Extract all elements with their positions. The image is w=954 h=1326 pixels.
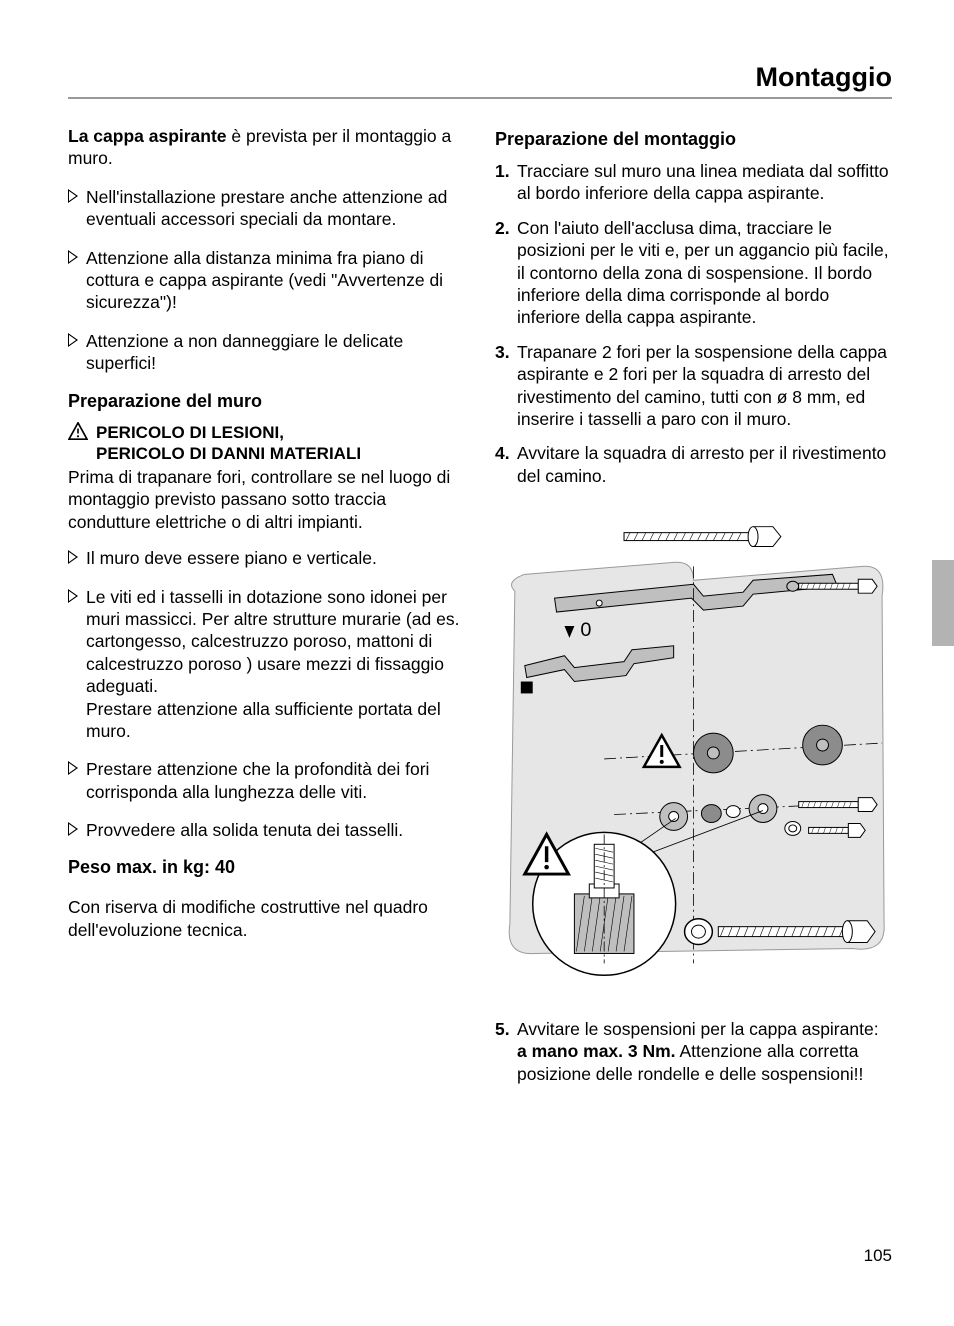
intro-para: La cappa aspirante è prevista per il mon… <box>68 125 465 170</box>
triangle-bullet-icon <box>68 250 78 264</box>
triangle-bullet-icon <box>68 589 78 603</box>
page-title: Montaggio <box>68 62 892 99</box>
bullet-item: Il muro deve essere piano e verticale. <box>68 547 465 569</box>
bullet-text: Le viti ed i tasselli in dotazione sono … <box>86 586 465 743</box>
bullet-item: Nell'installazione prestare anche attenz… <box>68 186 465 231</box>
step-text: Avvitare le sospensioni per la cappa asp… <box>517 1018 892 1085</box>
step-1: 1. Tracciare sul muro una linea mediata … <box>495 160 892 205</box>
weight-line: Peso max. in kg: 40 <box>68 857 465 878</box>
step-number: 1. <box>495 160 517 205</box>
warning-body: Prima di trapanare fori, controllare se … <box>68 466 465 533</box>
bullet-item: Provvedere alla solida tenuta dei tassel… <box>68 819 465 841</box>
page-number: 105 <box>864 1246 892 1266</box>
right-column: Preparazione del montaggio 1. Tracciare … <box>495 125 892 1097</box>
step-3: 3. Trapanare 2 fori per la sospensione d… <box>495 341 892 431</box>
bullet-text: Provvedere alla solida tenuta dei tassel… <box>86 819 403 841</box>
step-5: 5. Avvitare le sospensioni per la cappa … <box>495 1018 892 1085</box>
step-number: 4. <box>495 442 517 487</box>
page: Montaggio La cappa aspirante è prevista … <box>0 0 954 1326</box>
warning-line1: PERICOLO DI LESIONI, <box>96 423 284 442</box>
warning-title: PERICOLO DI LESIONI, PERICOLO DI DANNI M… <box>96 422 361 465</box>
step-text: Trapanare 2 fori per la sospensione dell… <box>517 341 892 431</box>
step-text: Avvitare la squadra di arresto per il ri… <box>517 442 892 487</box>
step-4: 4. Avvitare la squadra di arresto per il… <box>495 442 892 487</box>
triangle-bullet-icon <box>68 822 78 836</box>
prep-mount-heading: Preparazione del montaggio <box>495 129 892 150</box>
step-number: 5. <box>495 1018 517 1085</box>
intro-bold: La cappa aspirante <box>68 126 227 146</box>
step5-bold: a mano max. 3 Nm. <box>517 1041 676 1061</box>
content-columns: La cappa aspirante è prevista per il mon… <box>68 125 892 1097</box>
bullet-text: Prestare attenzione che la profondità de… <box>86 758 465 803</box>
warning-triangle-icon <box>68 422 88 440</box>
step-text: Con l'aiuto dell'acclusa dima, tracciare… <box>517 217 892 329</box>
bullet-text: Nell'installazione prestare anche attenz… <box>86 186 465 231</box>
figure-zero-label: 0 <box>580 619 591 641</box>
bullet-text: Attenzione a non danneggiare le delicate… <box>86 330 465 375</box>
step-number: 3. <box>495 341 517 431</box>
bullet-item: Prestare attenzione che la profondità de… <box>68 758 465 803</box>
bullet-text: Attenzione alla distanza minima fra pian… <box>86 247 465 314</box>
bullet-item: Attenzione alla distanza minima fra pian… <box>68 247 465 314</box>
triangle-bullet-icon <box>68 189 78 203</box>
step-2: 2. Con l'aiuto dell'acclusa dima, tracci… <box>495 217 892 329</box>
bullet-text: Il muro deve essere piano e verticale. <box>86 547 377 569</box>
left-column: La cappa aspirante è prevista per il mon… <box>68 125 465 1097</box>
bullet-item: Le viti ed i tasselli in dotazione sono … <box>68 586 465 743</box>
triangle-bullet-icon <box>68 333 78 347</box>
step-number: 2. <box>495 217 517 329</box>
triangle-bullet-icon <box>68 761 78 775</box>
step5-pre: Avvitare le sospensioni per la cappa asp… <box>517 1019 879 1039</box>
bullet-item: Attenzione a non danneggiare le delicate… <box>68 330 465 375</box>
mounting-diagram: 0 <box>495 505 892 995</box>
step-text: Tracciare sul muro una linea mediata dal… <box>517 160 892 205</box>
triangle-bullet-icon <box>68 550 78 564</box>
warning-heading: PERICOLO DI LESIONI, PERICOLO DI DANNI M… <box>68 422 465 465</box>
prep-wall-heading: Preparazione del muro <box>68 391 465 412</box>
warning-line2: PERICOLO DI DANNI MATERIALI <box>96 444 361 463</box>
reserve-para: Con riserva di modifiche costruttive nel… <box>68 896 465 941</box>
